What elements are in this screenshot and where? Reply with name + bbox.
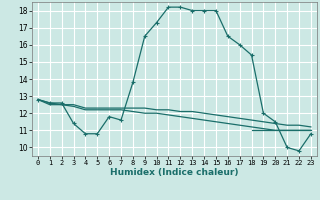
X-axis label: Humidex (Indice chaleur): Humidex (Indice chaleur) xyxy=(110,168,239,177)
